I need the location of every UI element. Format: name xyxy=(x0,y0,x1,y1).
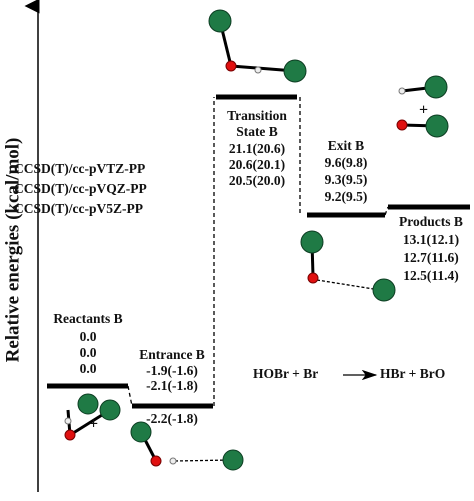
energy: 9.6(9.8) xyxy=(325,155,368,170)
energy: 9.2(9.5) xyxy=(325,189,368,204)
reaction-right: HBr + BrO xyxy=(380,366,445,381)
state-name: State B xyxy=(236,124,278,139)
energy: 20.6(20.1) xyxy=(229,157,285,172)
energy: 20.5(20.0) xyxy=(229,173,285,188)
methods: CCSD(T)/cc-pVTZ-PP CCSD(T)/cc-pVQZ-PP CC… xyxy=(14,161,147,216)
energy: 0.0 xyxy=(80,361,97,376)
method: CCSD(T)/cc-pV5Z-PP xyxy=(14,201,143,216)
state-name: Products B xyxy=(399,214,463,229)
method: CCSD(T)/cc-pVTZ-PP xyxy=(14,161,145,176)
molecules: + + xyxy=(64,9,449,471)
energy: 9.3(9.5) xyxy=(325,172,368,187)
energy: 21.1(20.6) xyxy=(229,141,285,156)
energy: 0.0 xyxy=(80,345,97,360)
state-name: Reactants B xyxy=(53,311,122,326)
state-name: Entrance B xyxy=(139,347,205,362)
levels xyxy=(47,94,470,409)
axis-label: Relative energies (kcal/mol) xyxy=(2,138,23,363)
method: CCSD(T)/cc-pVQZ-PP xyxy=(14,181,147,196)
energy: 12.5(11.4) xyxy=(403,268,459,283)
state-labels: Reactants B 0.0 0.0 0.0 Entrance B -1.9(… xyxy=(53,108,463,426)
svg-text:+: + xyxy=(89,416,98,433)
state-name: Transition xyxy=(227,108,287,123)
energy: 0.0 xyxy=(80,329,97,344)
svg-text:+: + xyxy=(419,102,428,119)
energy: -1.9(-1.6) xyxy=(146,363,198,378)
reaction: HOBr + Br HBr + BrO xyxy=(253,366,445,381)
connector xyxy=(127,385,133,407)
energy: 13.1(12.1) xyxy=(403,232,459,247)
energy: -2.2(-1.8) xyxy=(146,411,198,426)
connector xyxy=(384,206,389,216)
reaction-left: HOBr + Br xyxy=(253,366,318,381)
energy: -2.1(-1.8) xyxy=(146,378,198,393)
energy: 12.7(11.6) xyxy=(403,250,459,265)
state-name: Exit B xyxy=(328,138,364,153)
